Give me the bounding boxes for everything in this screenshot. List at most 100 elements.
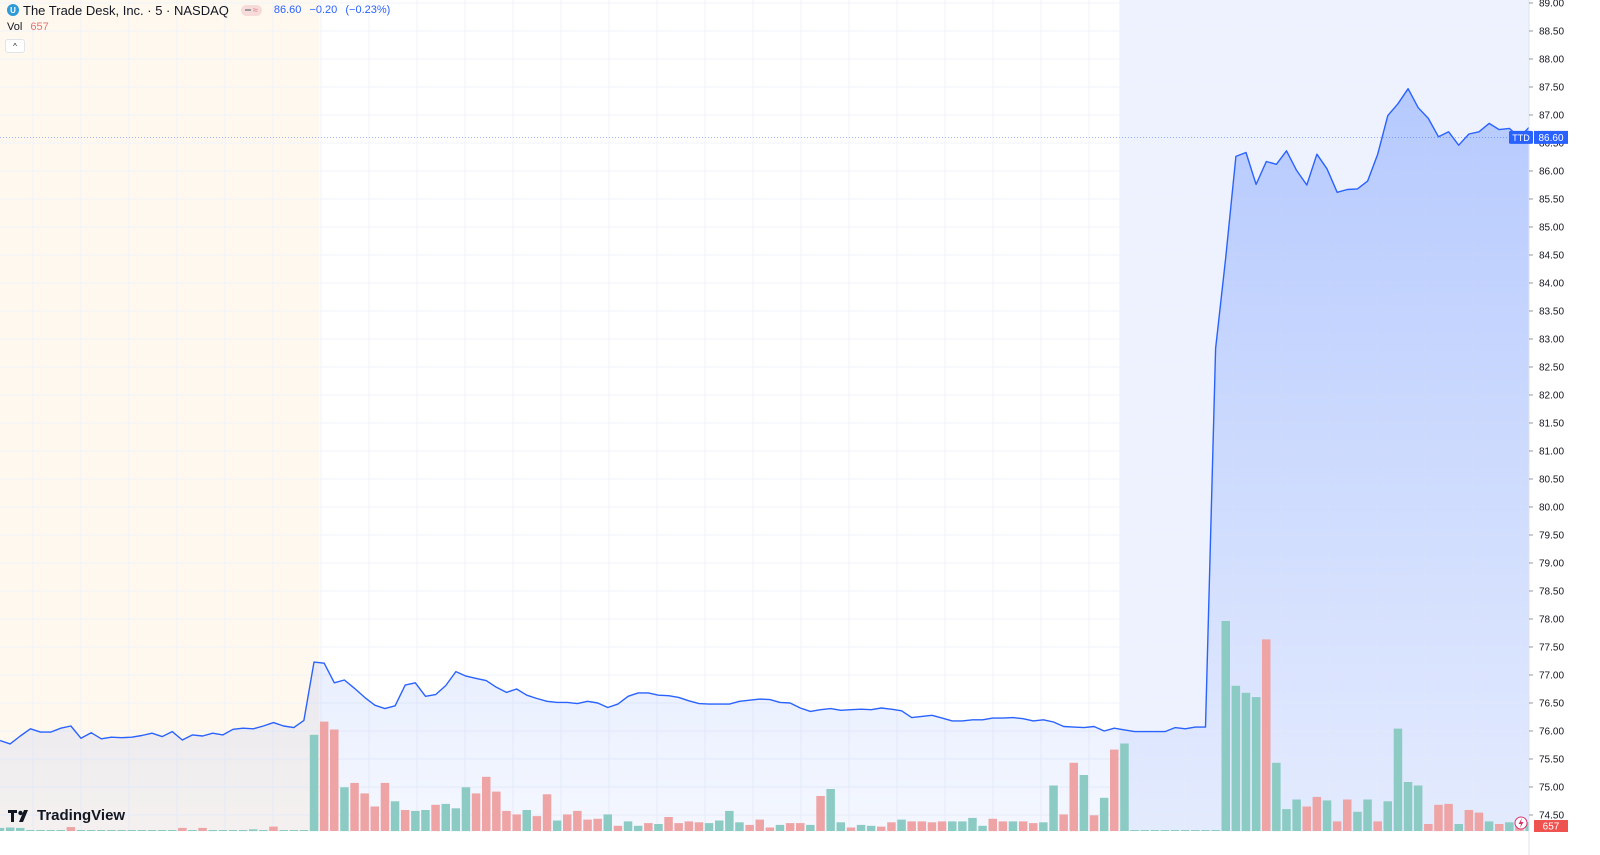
market-status-pill[interactable]: ≈ <box>240 4 262 16</box>
volume-legend: Vol 657 <box>7 21 49 33</box>
volume-bar <box>755 819 764 831</box>
y-tick-label: 77.50 <box>1539 643 1564 654</box>
volume-bar <box>522 810 531 831</box>
volume-bar <box>877 826 886 831</box>
y-tick-label: 84.50 <box>1539 251 1564 262</box>
volume-tag-label: 657 <box>1543 822 1560 833</box>
volume-bar <box>1332 821 1342 831</box>
volume-bar <box>350 782 359 831</box>
volume-bar <box>441 803 450 831</box>
price-line <box>0 88 1541 745</box>
y-tick-label: 75.00 <box>1539 783 1564 794</box>
tradingview-brand[interactable]: TradingView <box>8 807 125 824</box>
volume-bar <box>775 824 785 831</box>
volume-bar <box>532 816 542 831</box>
volume-bar <box>1160 830 1170 831</box>
volume-bar <box>1272 762 1281 832</box>
volume-bar <box>1110 749 1119 831</box>
volume-bar <box>269 826 278 831</box>
volume-bar <box>542 794 552 832</box>
y-tick-label: 85.50 <box>1539 195 1564 206</box>
volume-bar <box>654 824 663 831</box>
volume-bar <box>1120 743 1129 831</box>
volume-bar <box>887 822 896 832</box>
volume-bar <box>1413 785 1423 831</box>
volume-bar <box>846 827 856 831</box>
volume-bar <box>836 822 845 832</box>
volume-bar <box>390 801 400 832</box>
volume-bar <box>958 821 967 831</box>
chevron-up-icon: ^ <box>13 41 17 51</box>
volume-bar <box>1201 830 1210 831</box>
volume-label: Vol <box>7 21 23 33</box>
volume-bar <box>1424 824 1433 831</box>
price-area <box>0 88 1540 831</box>
price-change: −0.20 <box>309 4 338 16</box>
y-tick-label: 83.00 <box>1539 335 1564 346</box>
volume-bar <box>1089 815 1099 832</box>
volume-bar <box>117 830 126 831</box>
volume-bar <box>1505 822 1514 832</box>
volume-bar <box>400 810 410 831</box>
volume-bar <box>5 827 15 831</box>
volume-bar <box>978 825 987 832</box>
y-tick-label: 86.00 <box>1539 167 1564 178</box>
volume-bar <box>1039 822 1048 832</box>
y-tick-label: 88.50 <box>1539 27 1564 38</box>
volume-bar <box>1292 799 1301 831</box>
volume-bar <box>704 823 714 831</box>
premarket-band <box>0 0 320 831</box>
y-tick-label: 80.50 <box>1539 475 1564 486</box>
price-tag-label: 86.60 <box>1538 133 1563 144</box>
y-tick-label: 82.50 <box>1539 363 1564 374</box>
volume-bar <box>907 821 916 831</box>
volume-bar <box>937 821 947 831</box>
volume-bar <box>482 776 491 832</box>
y-tick-label: 80.00 <box>1539 503 1564 514</box>
volume-bar <box>178 827 187 831</box>
session-dash-icon <box>244 9 251 11</box>
volume-bar <box>1079 775 1089 831</box>
volume-bar <box>1383 801 1392 832</box>
volume-bar <box>694 822 704 832</box>
collapse-legend-button[interactable]: ^ <box>5 39 25 53</box>
volume-bar <box>1464 810 1474 831</box>
y-tick-label: 79.00 <box>1539 559 1564 570</box>
y-tick-label: 83.50 <box>1539 307 1564 318</box>
volume-bar <box>785 823 795 831</box>
volume-bar <box>76 830 86 831</box>
y-tick-label: 81.00 <box>1539 447 1564 458</box>
volume-bar <box>988 818 997 832</box>
volume-bar <box>147 830 157 831</box>
volume-bar <box>816 796 825 831</box>
volume-bar <box>1353 811 1362 832</box>
volume-bar <box>1495 824 1504 831</box>
volume-bar <box>46 830 55 831</box>
price-tag: TTD 86.60 <box>1509 130 1568 144</box>
volume-bar <box>1170 830 1180 831</box>
volume-bar <box>1474 812 1484 831</box>
volume-bar <box>1049 785 1058 831</box>
volume-bar <box>573 810 582 831</box>
volume-bar <box>289 830 298 831</box>
symbol-logo-icon: U <box>7 4 19 16</box>
volume-bar <box>97 830 106 831</box>
volume-bar <box>208 830 217 832</box>
volume-bar <box>948 821 957 831</box>
volume-bar <box>370 806 379 831</box>
volume-bar <box>968 817 977 831</box>
volume-bar <box>1069 762 1078 832</box>
volume-bar <box>471 793 481 831</box>
volume-bar <box>461 787 471 832</box>
volume-bar <box>1454 824 1463 831</box>
volume-bar <box>613 825 623 832</box>
volume-bar <box>897 819 906 831</box>
volume-bar <box>765 827 775 831</box>
volume-tag-bg <box>1534 820 1568 832</box>
y-tick-label: 86.50 <box>1539 139 1564 150</box>
volume-bar <box>1099 797 1109 832</box>
volume-bar <box>998 821 1008 831</box>
y-tick-label: 75.50 <box>1539 755 1564 766</box>
volume-bar <box>1484 821 1494 831</box>
